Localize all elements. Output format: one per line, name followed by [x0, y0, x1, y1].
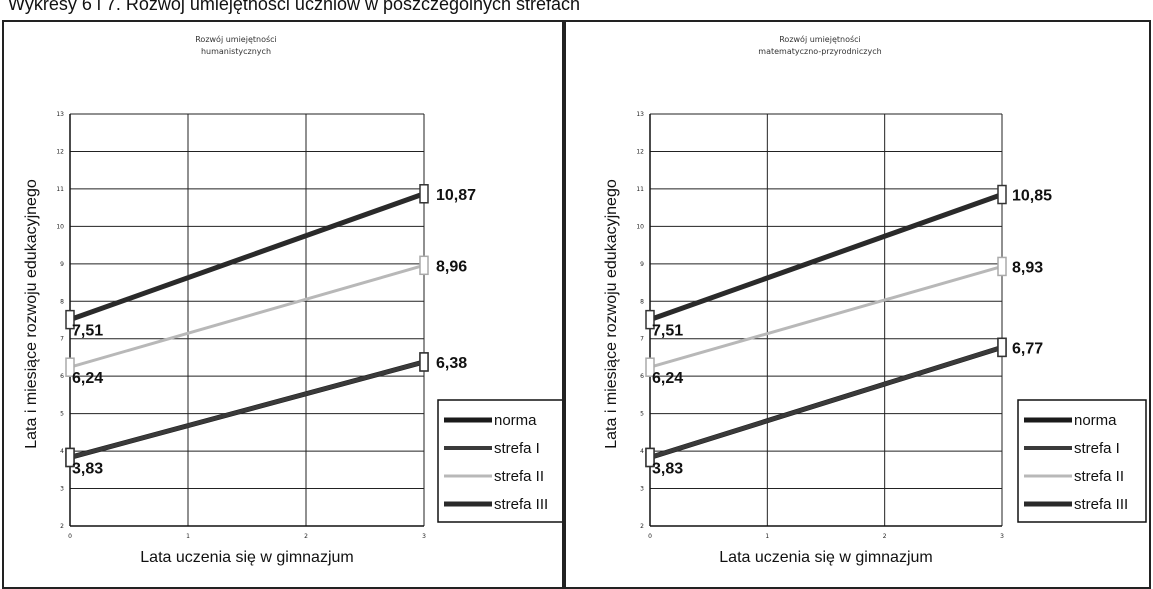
- series-marker: [645, 447, 655, 468]
- page-title: Wykresy 6 i 7. Rozwój umiejętności uczni…: [8, 0, 581, 14]
- data-label: 7,51: [72, 323, 103, 340]
- chart-title-line: Rozwój umiejętności: [779, 34, 861, 44]
- legend-label: strefa III: [1074, 496, 1128, 513]
- legend: norma strefa I strefa II strefa III: [1017, 399, 1147, 523]
- chart-panel-humanities: Rozwój umiejętności humanistycznych 2 3 4 5 6 7…: [2, 20, 564, 589]
- data-label: 6,38: [436, 355, 467, 372]
- x-axis-label: Lata uczenia się w gimnazjum: [140, 549, 353, 566]
- series-marker: [419, 352, 429, 372]
- series-line-strefa-II: [648, 264, 1004, 369]
- series-line-strefa-II: [68, 263, 426, 369]
- y-tick-label: 8: [60, 298, 64, 305]
- y-tick-label: 6: [60, 373, 64, 380]
- legend-label: norma: [1074, 412, 1117, 429]
- legend-label: norma: [494, 412, 537, 429]
- data-label: 8,96: [436, 258, 467, 275]
- y-axis-label: Lata i miesiące rozwoju edukacyjnego: [603, 179, 620, 449]
- x-tick-label: 0: [648, 533, 652, 540]
- series-marker: [997, 256, 1007, 277]
- y-tick-label: 2: [640, 523, 644, 530]
- data-label: 6,24: [72, 370, 103, 387]
- x-axis-label: Lata uczenia się w gimnazjum: [719, 549, 932, 566]
- y-tick-label: 5: [640, 411, 644, 418]
- series-marker: [65, 357, 75, 377]
- series-marker: [997, 337, 1007, 358]
- legend-label: strefa II: [1074, 468, 1124, 485]
- legend-label: strefa I: [1074, 440, 1120, 457]
- x-tick-label: 2: [304, 533, 308, 540]
- y-tick-label: 12: [56, 148, 64, 155]
- chart-title-line: Rozwój umiejętności: [195, 34, 277, 44]
- series-line-strefa-I: [648, 345, 1004, 460]
- legend-label: strefa III: [494, 496, 548, 513]
- legend: norma strefa I strefa II strefa III: [437, 399, 562, 523]
- series-line-strefa-III: [647, 192, 1005, 323]
- series-marker: [65, 447, 75, 468]
- series-marker: [997, 184, 1007, 205]
- y-tick-label: 3: [640, 486, 644, 493]
- data-label: 10,85: [1012, 188, 1052, 205]
- data-label: 8,93: [1012, 259, 1043, 276]
- x-tick-label: 3: [1000, 533, 1004, 540]
- y-tick-label: 2: [60, 523, 64, 530]
- x-tick-label: 2: [883, 533, 887, 540]
- y-tick-label: 9: [60, 261, 64, 268]
- y-tick-label: 4: [60, 448, 64, 455]
- data-label: 10,87: [436, 187, 476, 204]
- y-tick-label: 11: [56, 186, 64, 193]
- series-marker: [645, 357, 655, 377]
- series-marker: [645, 309, 655, 330]
- y-tick-label: 9: [640, 261, 644, 268]
- chart-panel-math-science: Rozwój umiejętności matematyczno-przyrodn…: [564, 20, 1151, 589]
- series-marker: [65, 309, 75, 330]
- series-line-strefa-I: [68, 359, 426, 460]
- y-tick-label: 10: [636, 223, 644, 230]
- y-tick-label: 7: [60, 336, 64, 343]
- legend-label: strefa I: [494, 440, 540, 457]
- y-tick-label: 7: [640, 336, 644, 343]
- x-tick-label: 1: [186, 533, 190, 540]
- y-tick-label: 13: [56, 111, 64, 118]
- x-tick-label: 1: [765, 533, 769, 540]
- x-tick-label: 3: [422, 533, 426, 540]
- data-label: 6,24: [652, 370, 683, 387]
- x-tick-label: 0: [68, 533, 72, 540]
- data-label: 6,77: [1012, 340, 1043, 357]
- series-marker: [419, 184, 429, 204]
- data-label: 7,51: [652, 323, 683, 340]
- y-tick-label: 8: [640, 298, 644, 305]
- y-tick-label: 13: [636, 111, 644, 118]
- y-tick-label: 5: [60, 411, 64, 418]
- chart-title-line: humanistycznych: [201, 47, 271, 56]
- series-line-strefa-III: [67, 191, 427, 323]
- y-tick-label: 12: [636, 148, 644, 155]
- y-tick-label: 4: [640, 448, 644, 455]
- chart-math-science: Rozwój umiejętności matematyczno-przyrodn…: [603, 34, 1147, 566]
- y-tick-label: 10: [56, 223, 64, 230]
- data-label: 3,83: [652, 460, 683, 477]
- chart-title-line: matematyczno-przyrodniczych: [758, 47, 881, 56]
- y-tick-label: 6: [640, 373, 644, 380]
- y-axis-label: Lata i miesiące rozwoju edukacyjnego: [23, 179, 40, 449]
- y-tick-label: 3: [60, 486, 64, 493]
- series-marker: [419, 255, 429, 276]
- y-tick-label: 11: [636, 186, 644, 193]
- data-label: 3,83: [72, 460, 103, 477]
- chart-humanities: Rozwój umiejętności humanistycznych 2 3 4 5 6 7…: [23, 34, 562, 566]
- legend-label: strefa II: [494, 468, 544, 485]
